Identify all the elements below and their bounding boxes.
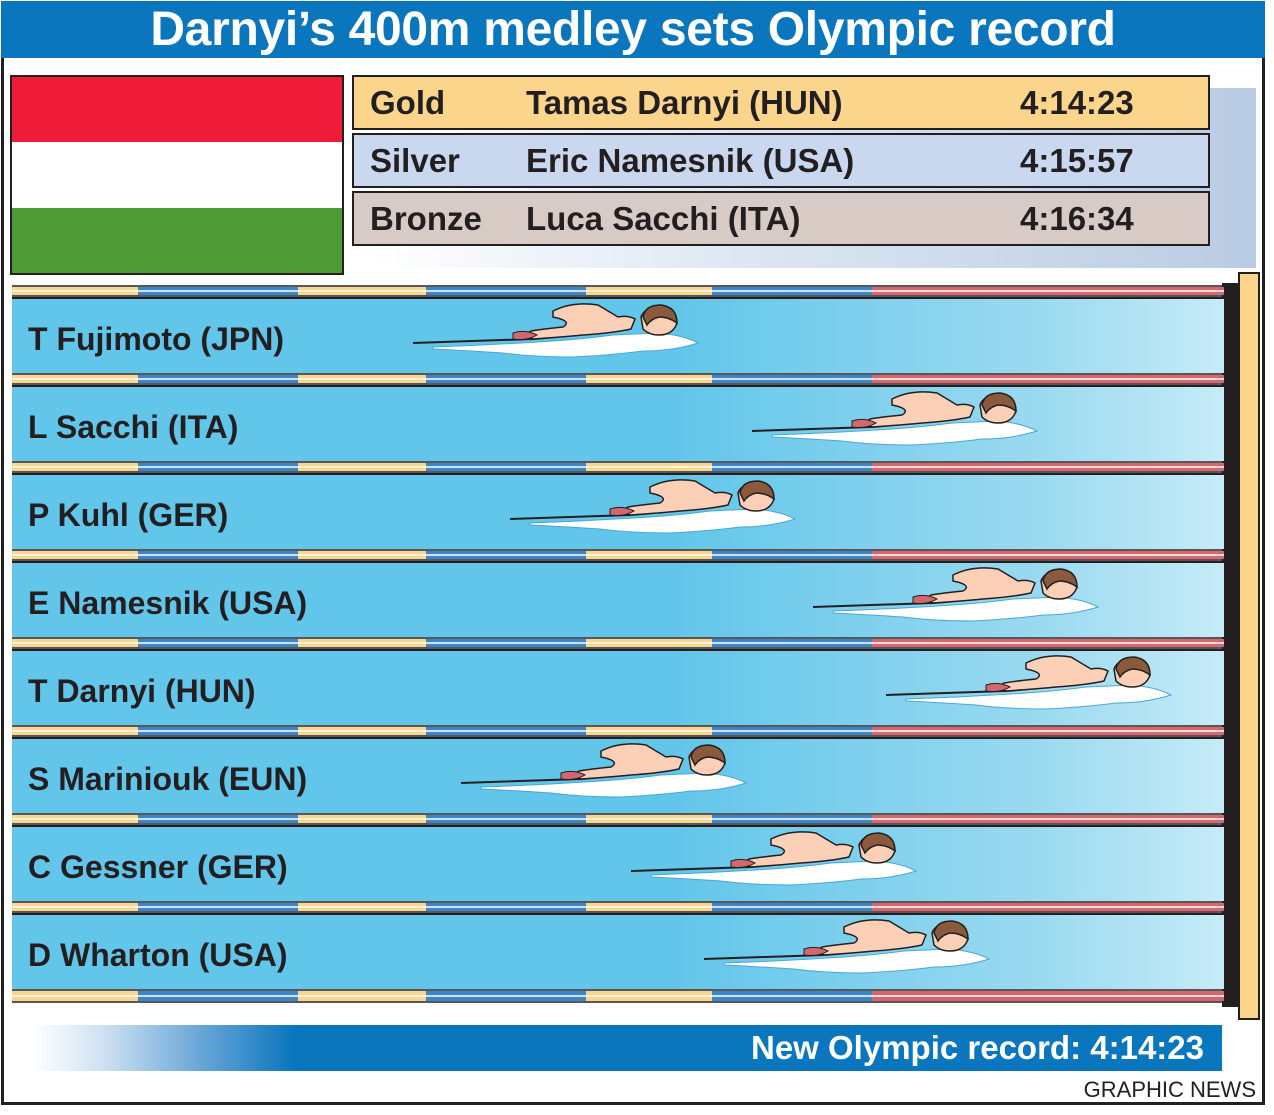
swimmer-icon: [703, 919, 990, 974]
lane-rope-bottom: [12, 989, 1224, 1003]
medal-label: Silver: [370, 141, 460, 179]
pool-wall: [1222, 283, 1238, 1007]
swimmer-icon: [461, 743, 748, 798]
pool: T Fujimoto (JPN) L Sacchi (ITA) P Kuhl (…: [12, 285, 1224, 1007]
lane-water: [12, 385, 1224, 461]
page-title: Darnyi’s 400m medley sets Olympic record: [150, 3, 1116, 56]
lane-swimmer-name: D Wharton (USA): [28, 937, 288, 973]
swimmer-icon: [412, 303, 700, 358]
lane: T Fujimoto (JPN): [12, 285, 1224, 373]
hungary-flag: [10, 75, 344, 275]
lane-rope: [12, 461, 1224, 473]
record-banner: New Olympic record: 4:14:23: [32, 1025, 1222, 1071]
lane-swimmer-name: L Sacchi (ITA): [28, 409, 239, 445]
lane-rope: [12, 549, 1224, 561]
medal-time: 4:14:23: [1020, 83, 1134, 121]
medal-time: 4:15:57: [1020, 141, 1134, 179]
lane-water: [12, 825, 1224, 901]
lane-rope: [12, 373, 1224, 385]
pool-wall-edge: [1238, 272, 1260, 1020]
flag-stripe-green: [12, 207, 342, 273]
lane: S Mariniouk (EUN): [12, 725, 1224, 813]
credit-text: GRAPHIC NEWS: [1083, 1077, 1256, 1102]
title-banner: Darnyi’s 400m medley sets Olympic record: [1, 1, 1265, 58]
lane-swimmer-name: S Mariniouk (EUN): [28, 761, 308, 797]
swimmer-icon: [812, 567, 1100, 622]
swimmer-icon: [509, 479, 797, 534]
flag-stripe-red: [12, 77, 342, 143]
swimmer-icon: [631, 831, 918, 886]
swimmer-icon: [752, 391, 1039, 446]
medal-row-gold: Gold Tamas Darnyi (HUN) 4:14:23: [352, 75, 1210, 130]
lane-swimmer-name: C Gessner (GER): [28, 849, 288, 885]
lane-rope: [12, 725, 1224, 737]
lane-water: [12, 913, 1224, 989]
medal-table: Gold Tamas Darnyi (HUN) 4:14:23 Silver E…: [352, 75, 1210, 249]
record-text: New Olympic record: 4:14:23: [750, 1029, 1204, 1066]
medal-time: 4:16:34: [1020, 199, 1134, 237]
lane: D Wharton (USA): [12, 901, 1224, 989]
lane-swimmer-name: P Kuhl (GER): [28, 497, 229, 533]
flag-stripe-white: [12, 142, 342, 208]
medal-label: Gold: [370, 83, 446, 121]
lane-rope: [12, 637, 1224, 649]
lane-swimmer-name: E Namesnik (USA): [28, 585, 308, 621]
lane-rope: [12, 901, 1224, 913]
medal-label: Bronze: [370, 199, 482, 237]
medalist-name: Tamas Darnyi (HUN): [526, 83, 843, 121]
lane: C Gessner (GER): [12, 813, 1224, 901]
lane-swimmer-name: T Darnyi (HUN): [28, 673, 256, 709]
medal-row-silver: Silver Eric Namesnik (USA) 4:15:57: [352, 133, 1210, 188]
lane-swimmer-name: T Fujimoto (JPN): [28, 321, 284, 357]
lane: T Darnyi (HUN): [12, 637, 1224, 725]
medalist-name: Eric Namesnik (USA): [526, 141, 855, 179]
lane-rope: [12, 285, 1224, 297]
lane: P Kuhl (GER): [12, 461, 1224, 549]
lane: E Namesnik (USA): [12, 549, 1224, 637]
medalist-name: Luca Sacchi (ITA): [526, 199, 801, 237]
lane-rope: [12, 813, 1224, 825]
lane: L Sacchi (ITA): [12, 373, 1224, 461]
swimmer-icon: [885, 655, 1172, 710]
medal-row-bronze: Bronze Luca Sacchi (ITA) 4:16:34: [352, 191, 1210, 246]
